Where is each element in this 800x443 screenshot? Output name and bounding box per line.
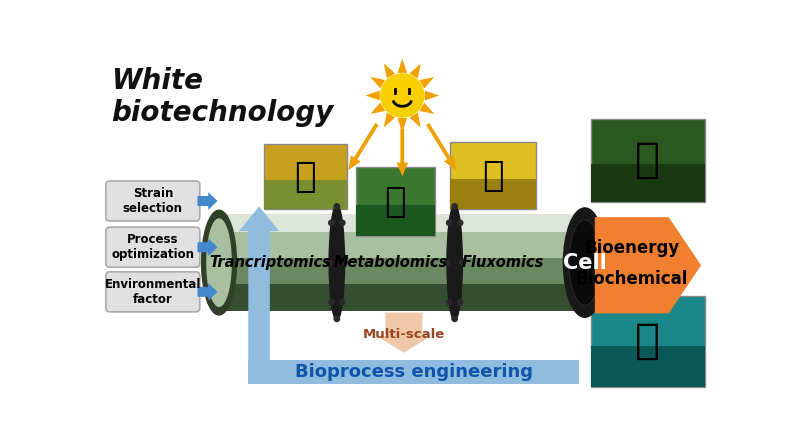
Text: White
biotechnology: White biotechnology xyxy=(111,67,334,128)
Polygon shape xyxy=(419,77,434,88)
Circle shape xyxy=(326,260,332,265)
FancyArrow shape xyxy=(349,123,378,170)
Ellipse shape xyxy=(207,219,231,306)
Bar xyxy=(356,167,434,237)
FancyArrow shape xyxy=(376,313,431,353)
Polygon shape xyxy=(384,113,395,128)
Circle shape xyxy=(334,204,339,209)
FancyBboxPatch shape xyxy=(106,272,200,312)
Bar xyxy=(450,179,536,210)
Text: Bioprocess engineering: Bioprocess engineering xyxy=(295,363,533,381)
Polygon shape xyxy=(410,63,421,78)
FancyArrow shape xyxy=(239,206,279,372)
Polygon shape xyxy=(398,118,407,132)
Bar xyxy=(591,346,705,387)
Circle shape xyxy=(329,220,334,225)
Circle shape xyxy=(329,299,334,305)
Text: Environmental
factor: Environmental factor xyxy=(105,278,201,306)
Bar xyxy=(219,232,585,258)
Circle shape xyxy=(342,260,347,265)
Text: Strain
selection: Strain selection xyxy=(123,187,183,215)
FancyArrow shape xyxy=(198,238,218,256)
Circle shape xyxy=(381,74,424,117)
Circle shape xyxy=(458,299,462,305)
Text: Trancriptomics: Trancriptomics xyxy=(209,255,330,270)
Circle shape xyxy=(446,299,452,305)
Polygon shape xyxy=(384,63,395,78)
Bar xyxy=(264,144,347,210)
Ellipse shape xyxy=(447,205,462,320)
Ellipse shape xyxy=(202,210,237,315)
Text: Metabolomics: Metabolomics xyxy=(334,255,448,270)
Text: 🧪: 🧪 xyxy=(635,320,661,362)
Polygon shape xyxy=(370,103,385,114)
Bar xyxy=(264,180,347,210)
Text: Cell: Cell xyxy=(563,253,606,272)
Polygon shape xyxy=(594,217,701,313)
Text: Process
optimization: Process optimization xyxy=(111,233,194,261)
Circle shape xyxy=(446,220,452,225)
Bar xyxy=(219,284,585,311)
Polygon shape xyxy=(370,77,385,88)
Text: 🌲: 🌲 xyxy=(385,185,406,219)
Bar xyxy=(219,214,585,232)
Bar xyxy=(450,142,536,210)
Bar xyxy=(248,360,579,384)
FancyArrow shape xyxy=(397,128,408,176)
Polygon shape xyxy=(366,91,380,100)
Polygon shape xyxy=(425,91,439,100)
Ellipse shape xyxy=(329,205,345,320)
Text: Bioenergy: Bioenergy xyxy=(584,239,679,257)
Polygon shape xyxy=(410,113,421,128)
Ellipse shape xyxy=(563,208,606,317)
Polygon shape xyxy=(419,103,434,114)
Bar xyxy=(591,119,705,202)
Bar xyxy=(356,205,434,237)
FancyBboxPatch shape xyxy=(106,181,200,221)
FancyArrow shape xyxy=(426,123,456,170)
FancyBboxPatch shape xyxy=(106,227,200,267)
Circle shape xyxy=(339,220,345,225)
FancyArrow shape xyxy=(198,283,218,301)
Circle shape xyxy=(452,316,458,322)
Text: Fluxomics: Fluxomics xyxy=(462,255,543,270)
Text: Multi-scale: Multi-scale xyxy=(362,328,445,341)
FancyArrow shape xyxy=(198,192,218,210)
Circle shape xyxy=(444,260,450,265)
Text: Biochemical: Biochemical xyxy=(575,270,688,288)
Bar xyxy=(591,164,705,202)
Circle shape xyxy=(460,260,465,265)
Text: 🌽: 🌽 xyxy=(482,159,504,193)
Polygon shape xyxy=(398,58,407,73)
Circle shape xyxy=(452,204,458,209)
Bar xyxy=(219,258,585,284)
Circle shape xyxy=(339,299,345,305)
Text: 🌾: 🌾 xyxy=(294,160,316,194)
Text: ⛽: ⛽ xyxy=(635,139,661,181)
Circle shape xyxy=(458,220,462,225)
Circle shape xyxy=(334,316,339,322)
Bar xyxy=(591,296,705,387)
Ellipse shape xyxy=(569,220,601,305)
